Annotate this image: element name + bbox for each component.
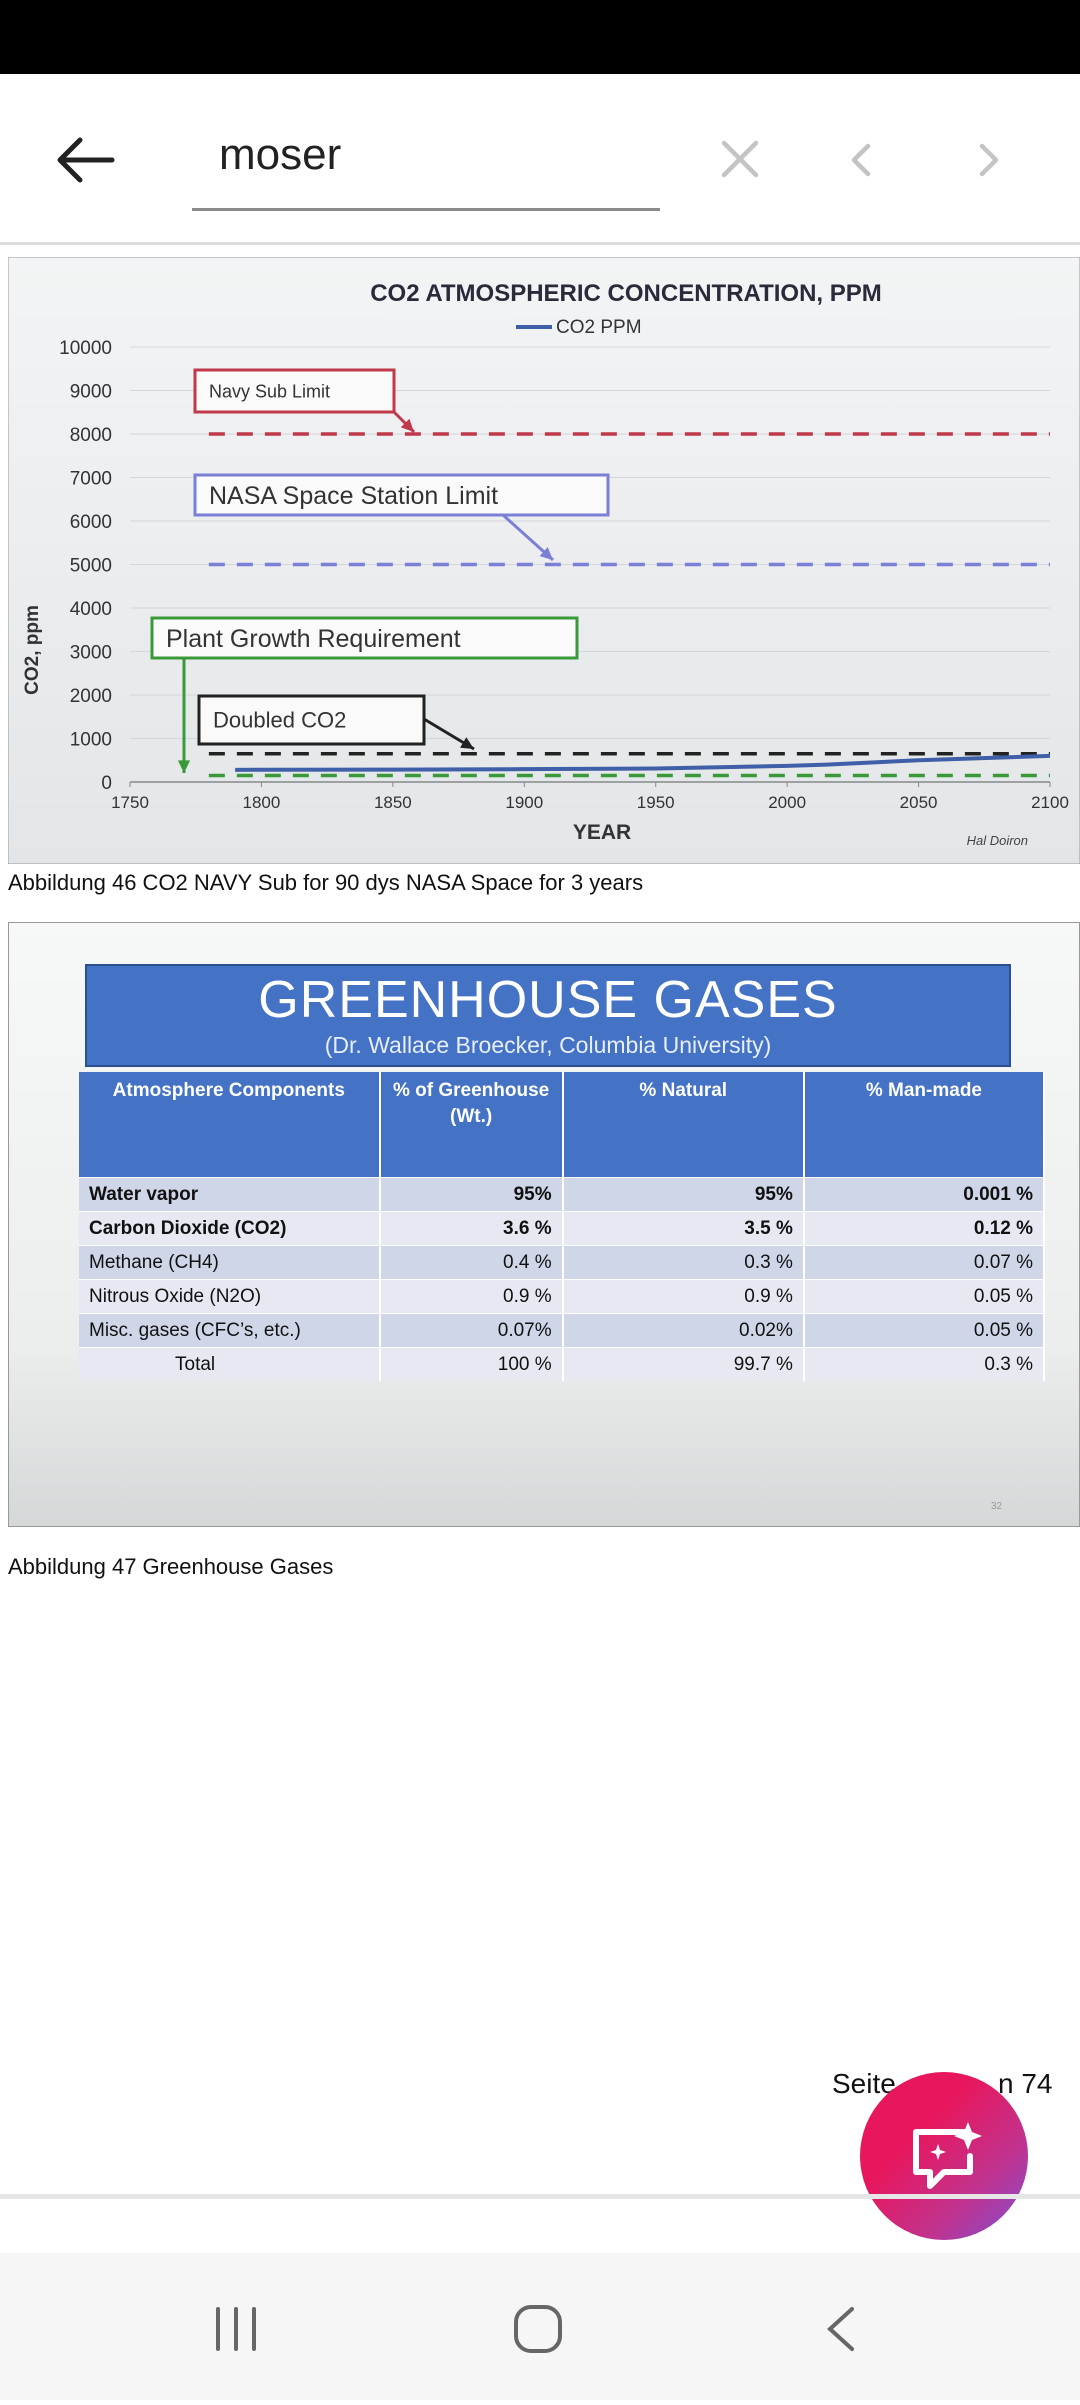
next-match[interactable] (974, 140, 1004, 180)
table-cell: 100 % (379, 1347, 564, 1381)
annotation-label: Plant Growth Requirement (166, 625, 461, 653)
navigation-bar (0, 2253, 1080, 2400)
table-cell: 0.07% (379, 1313, 564, 1348)
figure-caption: Abbildung 47 Greenhouse Gases (8, 1554, 334, 1579)
top-bar (0, 74, 1080, 244)
y-tick-label: 8000 (70, 425, 112, 446)
figure-caption: Abbildung 46 CO2 NAVY Sub for 90 dys NAS… (8, 870, 644, 895)
table-cell: 0.05 % (803, 1313, 1046, 1348)
x-tick-label: 1950 (637, 793, 675, 812)
separator (0, 2194, 1080, 2199)
annotation-label: Navy Sub Limit (209, 381, 330, 401)
x-tick-label: 1900 (505, 793, 543, 812)
x-tick-label: 1850 (374, 793, 412, 812)
table-cell: 0.12 % (803, 1211, 1046, 1246)
table-cell: 0.07 % (803, 1245, 1046, 1280)
table-cell: 0.3 % (562, 1245, 805, 1280)
table-cell: 0.4 % (379, 1245, 564, 1280)
table-row: Total 100 % 99.7 % 0.3 % (79, 1347, 1046, 1381)
table-cell: 0.9 % (562, 1279, 805, 1314)
nav-icons (216, 2305, 854, 2353)
assistant-button[interactable] (860, 2072, 1028, 2240)
y-tick-label: 4000 (70, 599, 112, 620)
x-tick-label: 2100 (1031, 793, 1069, 812)
table-row: Carbon Dioxide (CO2) 3.6 % 3.5 % 0.12 % (79, 1211, 1046, 1246)
page-indicator: n 74 (998, 2068, 1053, 2099)
annotation-box (150, 616, 579, 660)
slide-banner: GREENHOUSE GASES (Dr. Wallace Broecker, … (85, 964, 1011, 1067)
annotation-box (193, 473, 610, 517)
table-cell: 95% (562, 1177, 805, 1212)
annotation-box (197, 694, 426, 746)
slide-title: GREENHOUSE GASES (258, 971, 838, 1029)
y-tick-label: 5000 (70, 556, 112, 577)
clear-button[interactable] (718, 137, 762, 181)
y-axis-title: CO2, ppm (22, 605, 43, 695)
page-indicator: Seite (832, 2068, 896, 2099)
column-header: % of Greenhouse (Wt.) (379, 1072, 564, 1178)
table-slide: GREENHOUSE GASES (Dr. Wallace Broecker, … (8, 922, 1080, 1527)
y-tick-label: 7000 (70, 469, 112, 490)
table-cell: 3.5 % (562, 1211, 805, 1246)
annotation-box (193, 368, 396, 414)
attribution: Hal Doiron (967, 833, 1028, 848)
x-tick-label: 1800 (243, 793, 281, 812)
y-tick-label: 6000 (70, 512, 112, 533)
column-header: Atmosphere Components (79, 1072, 381, 1178)
column-header: % Man-made (803, 1072, 1046, 1178)
search-input[interactable]: moser (219, 130, 342, 179)
table-row: Misc. gases (CFC’s, etc.) 0.07% 0.02% 0.05 … (79, 1313, 1046, 1348)
slide-subtitle: (Dr. Wallace Broecker, Columbia Universi… (324, 1032, 772, 1058)
y-tick-label: 10000 (59, 338, 112, 359)
greenhouse-table: Atmosphere Components% of Greenhouse (Wt… (79, 1072, 1046, 1381)
annotation-label: NASA Space Station Limit (209, 482, 498, 510)
x-tick-label: 1750 (111, 793, 149, 812)
y-tick-label: 2000 (70, 686, 112, 707)
data-line (235, 753, 1051, 772)
chart-title: CO2 ATMOSPHERIC CONCENTRATION, PPM (370, 280, 882, 307)
search-underline (192, 208, 660, 211)
x-axis-title: YEAR (573, 821, 631, 844)
annotation-arrowhead (539, 547, 553, 560)
y-tick-label: 3000 (70, 643, 112, 664)
annotation-arrowhead (400, 418, 414, 432)
table-cell: Total (79, 1347, 381, 1381)
table-cell: 95% (379, 1177, 564, 1212)
assistant-icon (913, 2122, 982, 2189)
table-cell: Misc. gases (CFC’s, etc.) (79, 1313, 381, 1348)
back-button[interactable] (50, 130, 120, 190)
chart: CO2 ATMOSPHERIC CONCENTRATION, PPM CO2 P… (8, 257, 1080, 864)
table-cell: 3.6 % (379, 1211, 564, 1246)
annotation-arrowhead (177, 760, 191, 773)
column-header: % Natural (562, 1072, 805, 1178)
table-row: Methane (CH4) 0.4 % 0.3 % 0.07 % (79, 1245, 1046, 1280)
divider (0, 242, 1080, 245)
table-cell: 99.7 % (562, 1347, 805, 1381)
table-row: Water vapor 95% 95% 0.001 % (79, 1177, 1046, 1212)
table-cell: 0.9 % (379, 1279, 564, 1314)
annotation-label: Doubled CO2 (213, 708, 346, 733)
y-tick-label: 0 (101, 773, 112, 794)
table-cell: 0.3 % (803, 1347, 1046, 1381)
x-tick-label: 2000 (768, 793, 806, 812)
chart-background (8, 257, 1080, 864)
previous-match[interactable] (846, 140, 876, 180)
table-cell: Methane (CH4) (79, 1245, 381, 1280)
status-bar (0, 0, 1080, 74)
slide-page-number: 32 (991, 1501, 1003, 1512)
table-cell: Carbon Dioxide (CO2) (79, 1211, 381, 1246)
annotation-arrowhead (460, 737, 474, 749)
table-row: Nitrous Oxide (N2O) 0.9 % 0.9 % 0.05 % (79, 1279, 1046, 1314)
table-cell: 0.001 % (803, 1177, 1046, 1212)
x-tick-label: 2050 (900, 793, 938, 812)
legend-label: CO2 PPM (556, 317, 642, 338)
table-cell: 0.05 % (803, 1279, 1046, 1314)
y-tick-label: 9000 (70, 382, 112, 403)
y-tick-label: 1000 (70, 730, 112, 751)
table-cell: Nitrous Oxide (N2O) (79, 1279, 381, 1314)
table-cell: Water vapor (79, 1177, 381, 1212)
table-cell: 0.02% (562, 1313, 805, 1348)
